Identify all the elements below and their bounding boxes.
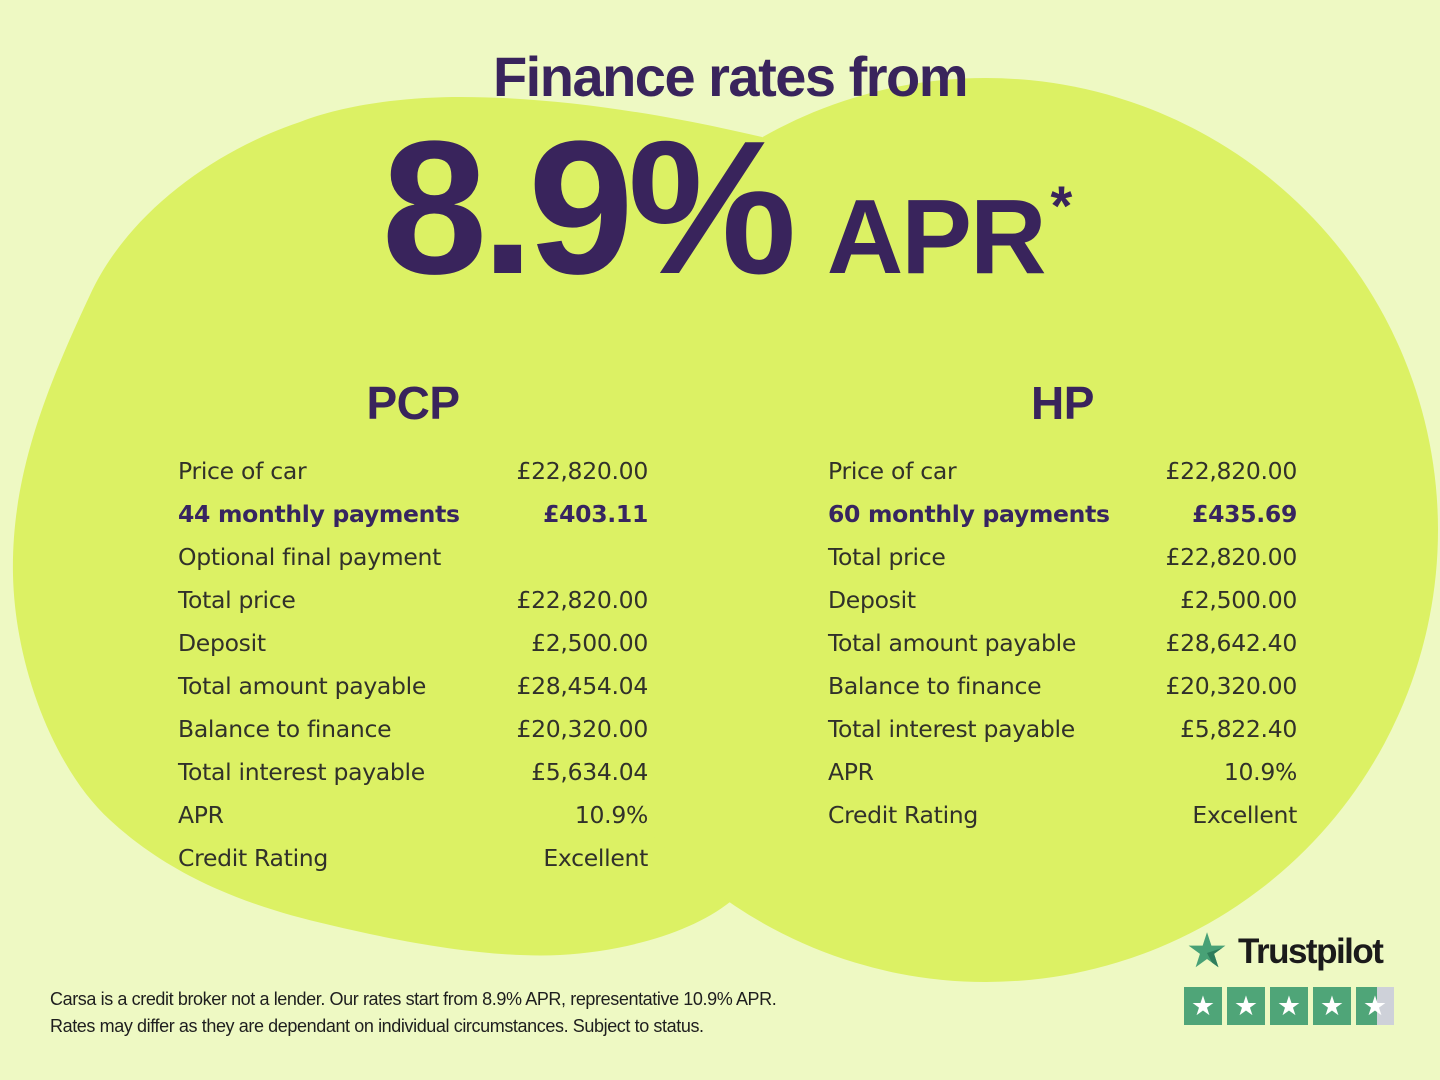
row-label: Total amount payable <box>178 671 427 700</box>
half-star-icon: ★ <box>1356 987 1394 1025</box>
star-icon: ★ <box>1184 987 1222 1025</box>
trustpilot-rating-stars: ★ ★ ★ ★ ★ <box>1184 987 1412 1025</box>
pcp-table: Price of car £22,820.00 44 monthly payme… <box>178 449 648 879</box>
row-label: Total interest payable <box>828 714 1075 743</box>
table-row: Optional final payment <box>178 535 648 578</box>
table-row: 60 monthly payments £435.69 <box>828 492 1297 535</box>
row-value: £28,454.04 <box>516 671 648 700</box>
row-value: £5,822.40 <box>1180 714 1297 743</box>
row-value: £22,820.00 <box>1165 542 1297 571</box>
row-label: Price of car <box>828 456 957 485</box>
table-row: Total amount payable £28,642.40 <box>828 621 1297 664</box>
trustpilot-star-icon: ★ ★ <box>1182 926 1232 978</box>
trustpilot-wordmark: Trustpilot <box>1238 932 1384 971</box>
row-value: £20,320.00 <box>1165 671 1297 700</box>
table-row: Price of car £22,820.00 <box>178 449 648 492</box>
trustpilot-badge: ★ ★ Trustpilot ★ ★ ★ ★ ★ <box>1182 926 1412 1025</box>
row-label: 44 monthly payments <box>178 499 460 528</box>
table-row: Credit Rating Excellent <box>828 793 1297 836</box>
table-row: 44 monthly payments £403.11 <box>178 492 648 535</box>
star-icon: ★ <box>1270 987 1308 1025</box>
page-title: Finance rates from <box>492 45 969 108</box>
disclaimer-text: Carsa is a credit broker not a lender. O… <box>50 986 790 1040</box>
table-row: Balance to finance £20,320.00 <box>828 664 1297 707</box>
row-label: Deposit <box>178 628 266 657</box>
row-value: £20,320.00 <box>516 714 648 743</box>
row-label: 60 monthly payments <box>828 499 1110 528</box>
row-label: APR <box>178 800 224 829</box>
left-circle-shape <box>12 96 763 956</box>
row-value: Excellent <box>543 843 648 872</box>
row-value: Excellent <box>1192 800 1297 829</box>
row-label: Credit Rating <box>178 843 329 872</box>
table-row: Deposit £2,500.00 <box>828 578 1297 621</box>
row-value: 10.9% <box>1223 757 1297 786</box>
row-label: Balance to finance <box>178 714 392 743</box>
row-label: Total price <box>828 542 946 571</box>
table-row: Total interest payable £5,822.40 <box>828 707 1297 750</box>
row-value: £22,820.00 <box>516 585 648 614</box>
row-value: £28,642.40 <box>1165 628 1297 657</box>
row-value: £2,500.00 <box>1180 585 1297 614</box>
star-icon: ★ <box>1313 987 1351 1025</box>
trustpilot-logo-row: ★ ★ Trustpilot <box>1182 926 1412 978</box>
hp-heading: HP <box>1031 377 1094 429</box>
pcp-heading: PCP <box>366 377 460 429</box>
row-label: Price of car <box>178 456 307 485</box>
row-value: 10.9% <box>574 800 648 829</box>
headline-rate: 8.9% APR * <box>0 113 1440 303</box>
row-label: Credit Rating <box>828 800 979 829</box>
row-label: Deposit <box>828 585 916 614</box>
disclaimer-line-1: Carsa is a credit broker not a lender. O… <box>50 989 777 1009</box>
table-row: Credit Rating Excellent <box>178 836 648 879</box>
row-value: £403.11 <box>543 499 648 528</box>
row-label: Total price <box>178 585 296 614</box>
table-row: Balance to finance £20,320.00 <box>178 707 648 750</box>
row-value: £435.69 <box>1192 499 1297 528</box>
table-row: APR 10.9% <box>178 793 648 836</box>
row-value: £5,634.04 <box>531 757 648 786</box>
hp-table: Price of car £22,820.00 60 monthly payme… <box>828 449 1297 836</box>
table-row: APR 10.9% <box>828 750 1297 793</box>
rate-value: 8.9% <box>381 102 797 314</box>
table-row: Total price £22,820.00 <box>828 535 1297 578</box>
table-row: Deposit £2,500.00 <box>178 621 648 664</box>
rate-asterisk: * <box>1050 174 1073 237</box>
row-label: Balance to finance <box>828 671 1042 700</box>
row-value: £22,820.00 <box>516 456 648 485</box>
star-icon: ★ <box>1227 987 1265 1025</box>
table-row: Price of car £22,820.00 <box>828 449 1297 492</box>
table-row: Total interest payable £5,634.04 <box>178 750 648 793</box>
row-label: Optional final payment <box>178 542 442 571</box>
disclaimer-line-2: Rates may differ as they are dependant o… <box>50 1016 704 1036</box>
right-circle-shape <box>534 78 1438 982</box>
row-label: APR <box>828 757 874 786</box>
table-row: Total price £22,820.00 <box>178 578 648 621</box>
row-value: £22,820.00 <box>1165 456 1297 485</box>
table-row: Total amount payable £28,454.04 <box>178 664 648 707</box>
row-label: Total amount payable <box>828 628 1077 657</box>
row-label: Total interest payable <box>178 757 425 786</box>
row-value: £2,500.00 <box>531 628 648 657</box>
rate-suffix: APR <box>826 178 1047 296</box>
